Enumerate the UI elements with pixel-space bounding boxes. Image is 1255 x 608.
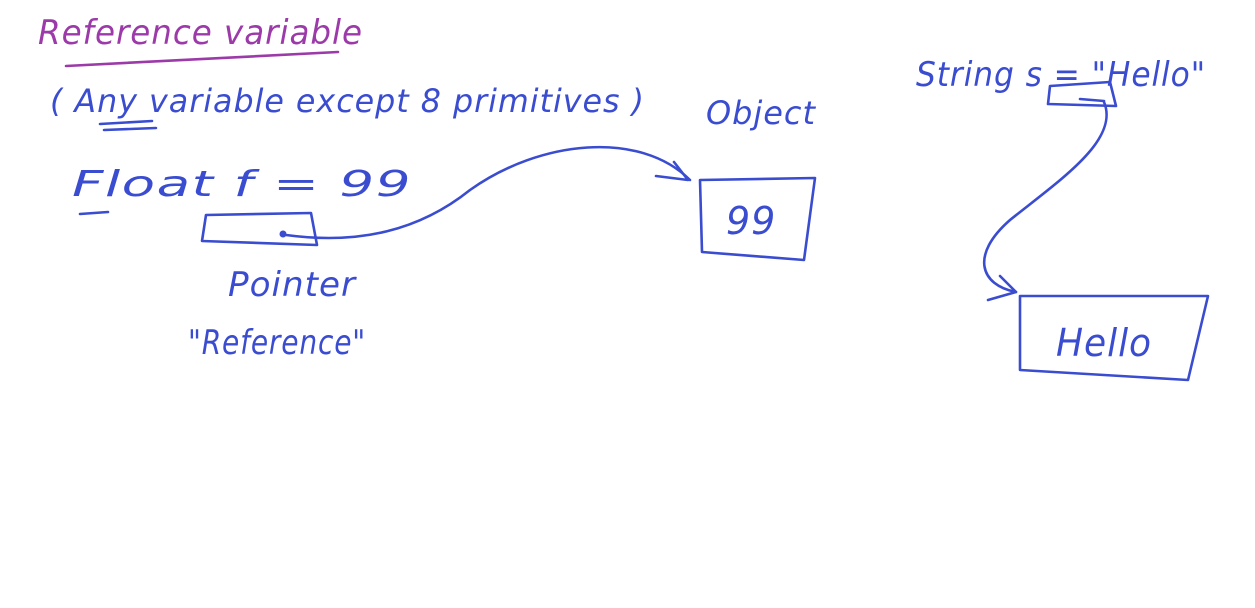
string-reference-arrow [983,100,1108,294]
string-object-box [1018,294,1210,382]
page-title: Reference variable [38,13,363,53]
reference-arrowhead [654,160,690,182]
reference-label: "Reference" [188,323,366,363]
object-label: Object [706,94,816,132]
reference-arrow [284,145,692,240]
string-pointer-mark [1078,97,1106,103]
object-value: 99 [726,199,776,243]
string-reference-arrowhead [986,274,1018,302]
title-underline [64,50,340,68]
string-object-value: Hello [1056,321,1152,365]
float-underline [78,210,110,216]
pointer-label: Pointer [228,265,357,305]
pointer-dot [279,230,287,238]
subtitle-any-underline [98,119,158,132]
pointer-box [200,211,319,247]
string-pointer-box [1046,80,1118,108]
string-declaration: String s = "Hello" [916,55,1206,95]
float-declaration: Float f = 99 [72,164,412,205]
subtitle-note: ( Any variable except 8 primitives ) [50,82,645,120]
object-box [698,176,817,262]
